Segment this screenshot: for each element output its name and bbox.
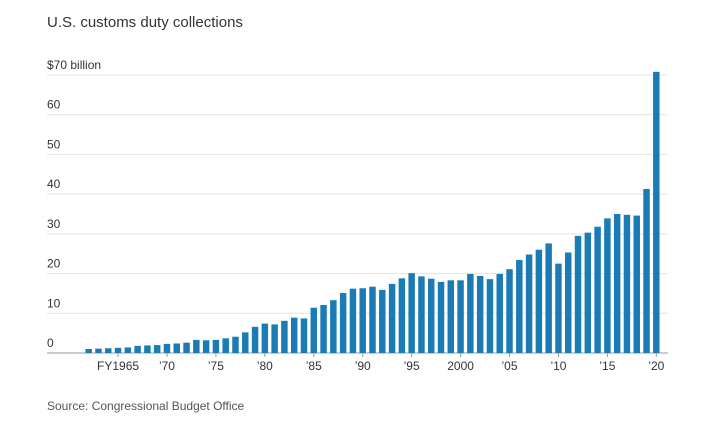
bar xyxy=(163,343,171,353)
bar xyxy=(525,254,533,353)
bar xyxy=(349,288,357,353)
bar xyxy=(623,214,631,353)
bar xyxy=(114,347,122,353)
bar xyxy=(574,235,582,353)
bar xyxy=(310,307,318,353)
bar xyxy=(427,278,435,353)
x-tick-label: ’20 xyxy=(648,359,664,373)
y-tick-label: $70 billion xyxy=(47,58,101,72)
x-tick-label: ’75 xyxy=(208,359,224,373)
bar xyxy=(398,278,406,353)
bar xyxy=(613,214,621,353)
bar xyxy=(300,318,308,353)
y-tick-label: 10 xyxy=(47,296,61,310)
bar xyxy=(153,345,161,353)
y-tick-label: 50 xyxy=(47,137,61,151)
bar xyxy=(565,252,572,353)
bar xyxy=(232,336,239,353)
bar xyxy=(379,289,386,353)
bar xyxy=(339,293,347,353)
y-tick-label: 30 xyxy=(47,217,61,231)
bar xyxy=(134,345,141,353)
bar xyxy=(555,263,562,353)
bar xyxy=(261,323,269,353)
y-tick-label: 20 xyxy=(47,257,61,271)
x-tick-label: ’85 xyxy=(306,359,322,373)
bar xyxy=(535,249,543,353)
chart-title: U.S. customs duty collections xyxy=(47,14,243,31)
bar xyxy=(447,280,455,353)
bar xyxy=(467,273,474,353)
x-tick-label: ’05 xyxy=(502,359,518,373)
x-tick-label: FY1965 xyxy=(97,359,139,373)
x-tick-label: ’15 xyxy=(599,359,615,373)
bar xyxy=(330,300,337,353)
bar xyxy=(594,226,601,353)
bar xyxy=(653,71,660,353)
bar xyxy=(271,324,278,353)
bar xyxy=(437,281,445,353)
bar xyxy=(242,332,249,353)
bar xyxy=(457,280,464,353)
bar xyxy=(85,349,92,353)
bar xyxy=(290,317,298,353)
bar xyxy=(173,343,180,353)
bar xyxy=(418,276,425,353)
x-tick-label: ’80 xyxy=(257,359,273,373)
bar xyxy=(320,304,327,353)
bar xyxy=(516,260,523,353)
bar xyxy=(643,188,650,353)
x-tick-label: ’90 xyxy=(355,359,371,373)
bar xyxy=(105,348,112,353)
bar xyxy=(359,288,366,353)
bar xyxy=(476,275,484,353)
bar xyxy=(251,326,259,353)
bar xyxy=(584,232,592,353)
y-tick-label: 40 xyxy=(47,177,61,191)
x-tick-label: ’95 xyxy=(404,359,420,373)
bar xyxy=(144,345,151,353)
bar xyxy=(496,273,503,353)
bar xyxy=(193,339,200,353)
y-tick-label: 60 xyxy=(47,98,61,112)
y-tick-label: 0 xyxy=(47,336,54,350)
bar xyxy=(388,283,396,353)
bar xyxy=(506,269,513,353)
bar xyxy=(222,338,229,353)
bar xyxy=(183,342,190,353)
bar xyxy=(369,286,376,353)
bar xyxy=(408,273,415,353)
bar xyxy=(281,320,288,353)
bar xyxy=(202,340,210,353)
bar xyxy=(95,348,102,353)
bar xyxy=(604,218,611,353)
bar xyxy=(633,215,640,353)
bar xyxy=(124,347,132,353)
bar xyxy=(212,339,220,353)
x-tick-label: 2000 xyxy=(447,359,474,373)
bar xyxy=(486,279,494,353)
x-tick-label: ’70 xyxy=(159,359,175,373)
x-tick-label: ’10 xyxy=(550,359,566,373)
source-note: Source: Congressional Budget Office xyxy=(47,399,245,413)
bar xyxy=(545,243,552,353)
